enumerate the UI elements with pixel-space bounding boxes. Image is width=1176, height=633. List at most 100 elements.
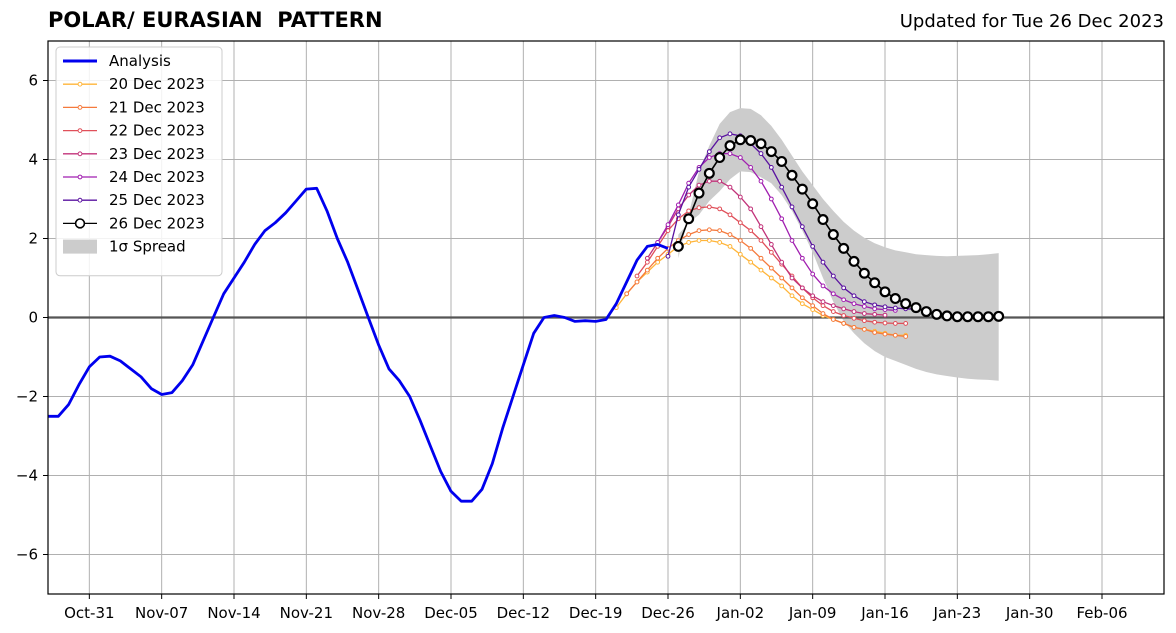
forecast-point — [714, 152, 726, 164]
forecast-point — [872, 306, 878, 312]
forecast-point — [830, 303, 836, 309]
y-tick-label: −4 — [16, 467, 38, 485]
legend-marker — [77, 151, 83, 157]
forecast-point — [675, 212, 681, 218]
forecast-point — [848, 255, 860, 267]
forecast-point — [789, 293, 795, 299]
forecast-point — [634, 279, 640, 285]
x-tick-label: Nov-14 — [207, 604, 260, 622]
forecast-point — [799, 301, 805, 307]
forecast-point — [696, 228, 702, 234]
forecast-point — [882, 304, 888, 310]
forecast-point — [830, 291, 836, 297]
spread-band — [678, 108, 999, 381]
forecast-point — [768, 242, 774, 247]
forecast-point — [706, 149, 712, 155]
forecast-point — [861, 326, 867, 332]
legend-item: 20 Dec 2023 — [63, 75, 205, 93]
forecast-point — [776, 155, 788, 167]
forecast-point — [841, 313, 847, 318]
forecast-point — [748, 206, 754, 212]
forecast-point — [779, 259, 785, 265]
forecast-point — [882, 312, 888, 318]
forecast-point — [872, 311, 878, 317]
forecast-point — [861, 304, 867, 309]
series-layer — [48, 131, 1164, 503]
legend-label: 21 Dec 2023 — [109, 98, 205, 116]
forecast-point — [624, 291, 630, 297]
forecast-point — [748, 245, 754, 251]
forecast-point — [665, 253, 671, 259]
legend-layer: Analysis 20 Dec 2023 21 Dec 2023 22 Dec 202… — [55, 46, 223, 277]
forecast-point — [910, 302, 922, 314]
forecast-point — [758, 238, 764, 243]
forecast-point — [696, 238, 702, 243]
forecast-point — [972, 311, 984, 323]
forecast-point — [869, 277, 881, 289]
forecast-point — [920, 306, 932, 318]
forecast-point — [841, 306, 847, 312]
forecast-point — [851, 301, 857, 307]
legend-label: Analysis — [109, 52, 171, 70]
chart-title: POLAR/ EURASIAN PATTERN — [48, 8, 383, 32]
forecast-point — [903, 334, 909, 339]
forecast-point — [737, 251, 743, 257]
legend-item: Analysis — [63, 52, 171, 70]
forecast-point — [758, 178, 764, 184]
x-tick-label: Dec-05 — [424, 604, 478, 622]
forecast-point — [737, 238, 743, 243]
y-tick-label: −2 — [16, 388, 38, 406]
forecast-point — [820, 303, 826, 309]
legend-item: 22 Dec 2023 — [63, 122, 205, 140]
forecast-point — [748, 165, 754, 170]
forecast-point — [861, 318, 867, 324]
forecast-point — [789, 275, 795, 281]
forecast-point — [779, 184, 785, 190]
legend-label: 25 Dec 2023 — [109, 191, 205, 209]
forecast-point — [789, 204, 795, 210]
forecast-point — [717, 206, 723, 212]
forecast-point — [810, 244, 816, 249]
y-tick-label: 0 — [28, 309, 38, 327]
analysis-line — [48, 186, 669, 503]
forecast-point — [717, 135, 723, 141]
forecast-point — [830, 273, 836, 279]
forecast-point — [830, 309, 836, 314]
forecast-point — [758, 151, 764, 156]
forecast-point — [655, 259, 661, 265]
forecast-point — [820, 259, 826, 265]
forecast-point — [745, 135, 757, 147]
forecast-point — [717, 240, 723, 245]
forecast-point — [841, 297, 847, 303]
forecast-point — [851, 324, 857, 330]
legend-item: 26 Dec 2023 — [63, 214, 205, 232]
forecast-point — [827, 229, 839, 241]
forecast-point — [962, 311, 974, 323]
legend-item: 21 Dec 2023 — [63, 98, 205, 116]
forecast-point — [786, 169, 798, 181]
legend-item: 25 Dec 2023 — [63, 191, 205, 209]
forecast-point — [727, 151, 733, 156]
forecast-point — [675, 202, 681, 208]
legend-marker — [77, 197, 83, 203]
forecast-point — [727, 244, 733, 249]
forecast-point — [768, 265, 774, 271]
x-tick-label: Oct-31 — [64, 604, 114, 622]
forecast-point — [817, 214, 829, 226]
legend-marker — [77, 105, 83, 110]
forecast-point — [644, 255, 650, 261]
forecast-point — [727, 184, 733, 190]
x-tick-label: Dec-26 — [641, 604, 695, 622]
chart-subtitle: Updated for Tue 26 Dec 2023 — [899, 11, 1164, 32]
forecast-point — [748, 259, 754, 265]
x-tick-label: Dec-12 — [497, 604, 551, 622]
forecast-point — [703, 167, 715, 179]
forecast-point — [858, 267, 870, 279]
forecast-point — [644, 259, 650, 265]
forecast-point — [644, 267, 650, 273]
forecast-point — [758, 255, 764, 261]
forecast-point — [810, 271, 816, 277]
forecast-point — [672, 240, 684, 252]
forecast-point — [706, 178, 712, 184]
